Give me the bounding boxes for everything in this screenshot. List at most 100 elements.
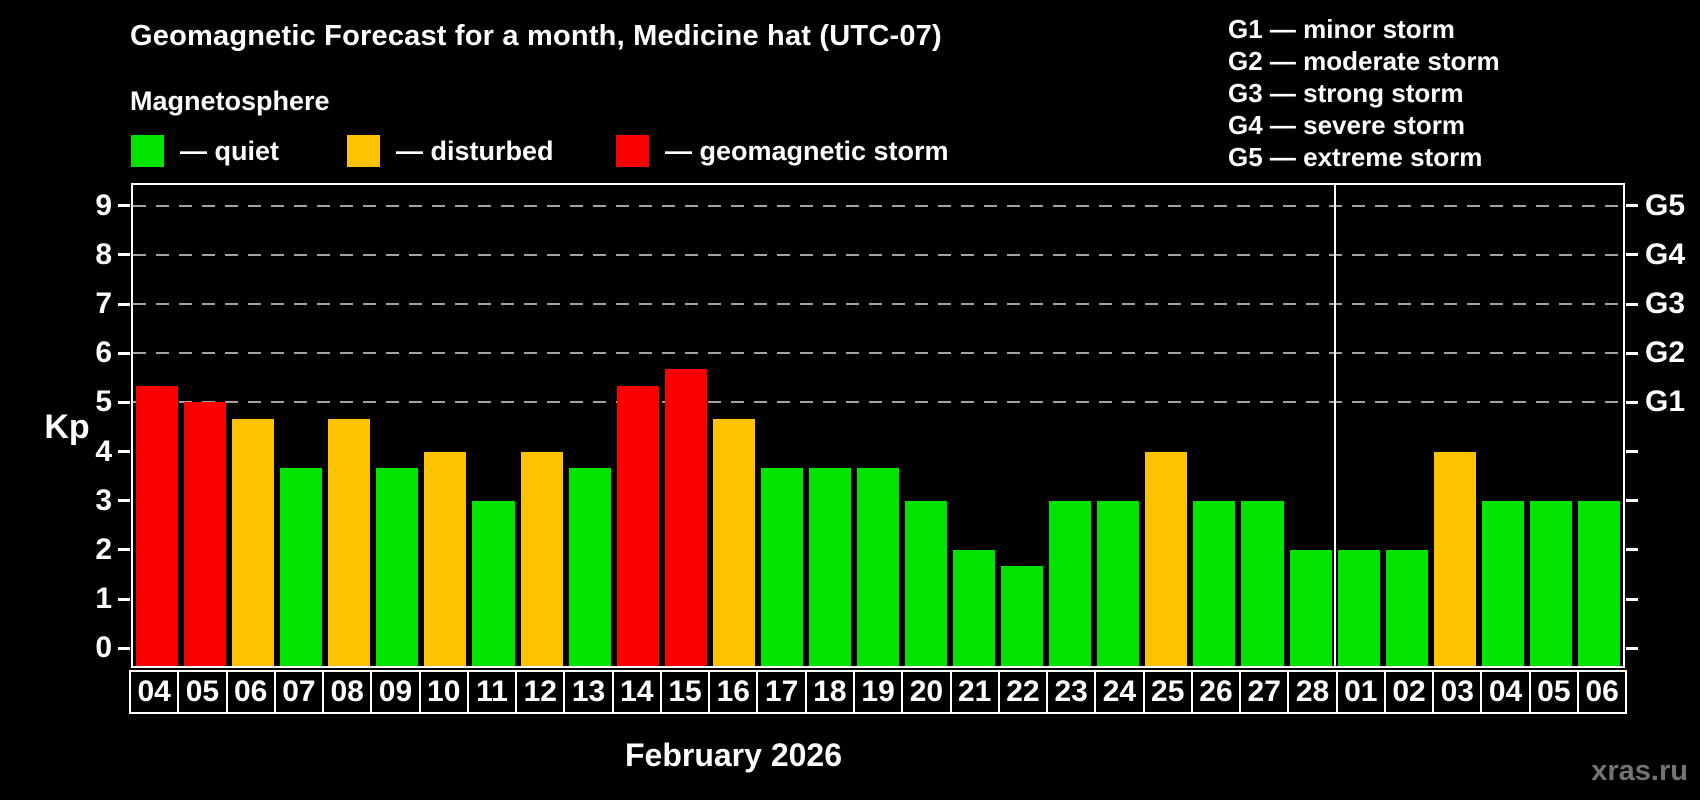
y-tick-label-6: 6 [95,336,112,370]
left-tick-kp-7 [118,302,130,306]
x-label-day-09: 09 [370,670,421,714]
bar-day-06 [232,418,275,666]
x-label-day-17: 17 [756,670,807,714]
x-label-day-21: 21 [949,670,1000,714]
bar-day-24 [1097,500,1140,666]
gridline-kp-9 [133,204,1623,207]
g4-legend-line: G4 — severe storm [1228,110,1466,140]
x-label-day-24: 24 [1094,670,1145,714]
x-label-day-05: 05 [177,670,228,714]
left-tick-kp-6 [118,351,130,355]
right-axis-label-g4: G4 [1645,237,1686,271]
g1-legend-line: G1 — minor storm [1228,14,1455,44]
x-label-day-08: 08 [322,670,373,714]
bar-day-12 [520,451,563,666]
bar-day-05 [184,402,227,666]
right-tick-kp-4 [1626,450,1638,454]
x-axis-label-row: 04 05 06 07 08 09 10 11 12 13 14 15 16 17 18 19 20 21 22 23… [129,670,1628,714]
page-title: Geomagnetic Forecast for a month, Medici… [130,20,942,52]
left-tick-kp-4 [118,450,130,454]
chart-subtitle: Magnetosphere [130,86,330,116]
left-tick-kp-9 [118,204,130,208]
x-label-day-26: 26 [1190,670,1242,714]
y-tick-label-3: 3 [95,483,112,517]
g2-legend-line: G2 — moderate storm [1228,46,1500,76]
x-label-day-04: 04 [1480,670,1531,714]
right-tick-kp-6 [1626,351,1638,355]
right-tick-kp-9 [1626,204,1638,208]
gridline-kp-8 [133,253,1623,256]
watermark: xras.ru [1591,755,1688,787]
plot-area [131,183,1625,668]
y-tick-label-0: 0 [95,631,112,665]
x-label-day-02: 02 [1383,670,1435,714]
bar-day-15 [664,369,707,666]
x-label-day-06: 06 [1576,670,1628,714]
legend-label-quiet: — quiet [180,135,279,166]
x-label-day-20: 20 [901,670,952,714]
y-tick-label-8: 8 [95,237,112,271]
x-label-day-01: 01 [1335,670,1386,714]
bar-day-22 [1001,566,1044,666]
left-tick-kp-3 [118,499,130,503]
left-tick-kp-5 [118,400,130,404]
bar-day-04 [1481,500,1524,666]
bar-day-25 [1145,451,1188,666]
right-tick-kp-8 [1626,253,1638,257]
right-axis-label-g1: G1 [1645,385,1686,419]
x-label-day-23: 23 [1046,670,1097,714]
x-label-day-13: 13 [563,670,614,714]
x-label-day-19: 19 [852,670,904,714]
bar-day-11 [472,500,515,666]
legend-label-storm: — geomagnetic storm [665,135,949,166]
right-tick-kp-5 [1626,400,1638,404]
right-tick-kp-7 [1626,302,1638,306]
bar-day-05 [1529,500,1572,666]
bar-day-06 [1577,500,1620,666]
x-label-day-10: 10 [418,670,469,714]
bar-day-19 [856,467,900,666]
legend-label-disturbed: — disturbed [396,135,554,166]
right-axis-label-g5: G5 [1645,188,1686,222]
x-label-day-16: 16 [708,670,759,714]
gridline-kp-5 [133,401,1623,404]
x-label-day-05: 05 [1528,670,1579,714]
disturbed-color-swatch [347,135,380,167]
x-label-day-03: 03 [1432,670,1483,714]
y-tick-label-7: 7 [95,287,112,321]
y-tick-label-5: 5 [95,385,112,419]
bar-day-03 [1433,451,1476,666]
x-label-day-12: 12 [515,670,566,714]
left-tick-kp-2 [118,548,130,552]
bar-day-04 [136,386,179,666]
legend-item-disturbed: — disturbed [347,133,554,169]
bar-day-13 [568,467,611,666]
x-label-day-22: 22 [997,670,1049,714]
bar-day-17 [760,467,803,666]
x-label-day-28: 28 [1287,670,1338,714]
y-tick-label-2: 2 [95,532,112,566]
bar-day-01 [1337,549,1380,666]
y-tick-label-1: 1 [95,582,112,616]
g-scale-legend: G1 — minor storm G2 — moderate storm G3 … [1228,13,1500,173]
x-label-day-07: 07 [273,670,325,714]
g5-legend-line: G5 — extreme storm [1228,142,1483,172]
bar-day-26 [1193,500,1236,666]
x-label-day-14: 14 [611,670,662,714]
bar-day-07 [280,467,323,666]
bar-day-21 [953,549,996,666]
bar-day-23 [1049,500,1092,666]
bar-day-14 [616,386,659,666]
right-tick-kp-2 [1626,548,1638,552]
bar-day-02 [1385,549,1428,666]
x-label-day-06: 06 [225,670,276,714]
right-tick-kp-3 [1626,499,1638,503]
y-tick-label-4: 4 [95,434,112,468]
month-divider-line [1333,185,1336,666]
storm-color-swatch [616,135,649,167]
right-axis-label-g2: G2 [1645,336,1686,370]
quiet-color-swatch [131,135,164,167]
bar-day-20 [905,500,948,666]
gridline-kp-7 [133,303,1623,306]
